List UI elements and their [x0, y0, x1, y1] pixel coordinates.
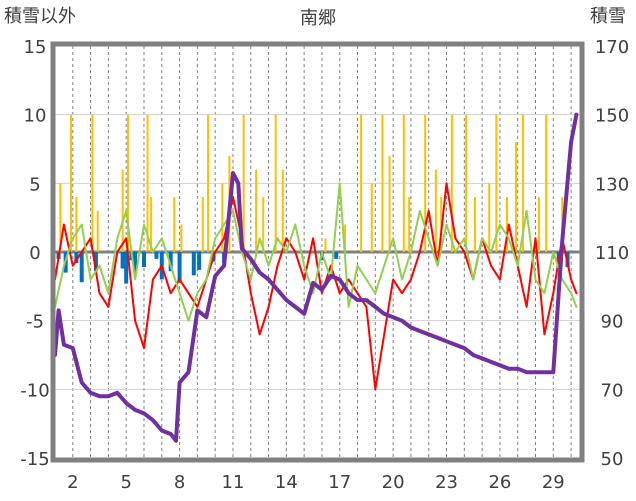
sunshine-bar	[191, 252, 196, 276]
left-tick-label: 0	[29, 243, 40, 264]
right-axis-ticks: 170 150 130 110 90 70 50	[595, 37, 629, 470]
temperature-min-line	[54, 182, 578, 322]
x-tick-label: 14	[275, 472, 298, 493]
right-tick-label: 90	[601, 312, 624, 333]
sunshine-bar	[120, 252, 125, 269]
right-tick-label: 70	[601, 380, 624, 401]
chart-title: 南郷	[300, 8, 336, 29]
sunshine-bar	[197, 252, 202, 270]
sunshine-bar	[177, 252, 182, 283]
x-tick-label: 8	[174, 472, 185, 493]
x-tick-label: 2	[67, 472, 78, 493]
snow-depth-line	[53, 112, 579, 443]
left-tick-label: 10	[24, 106, 47, 127]
right-tick-label: 150	[595, 106, 629, 127]
left-tick-label: -5	[26, 312, 44, 333]
sunshine-bar	[133, 252, 138, 273]
sunshine-bar	[74, 252, 79, 263]
sunshine-bar	[141, 252, 146, 268]
sunshine-bar	[334, 252, 339, 259]
left-tick-label: 15	[24, 37, 47, 58]
left-tick-label: -15	[20, 449, 49, 470]
right-tick-label: 50	[601, 449, 624, 470]
right-tick-label: 110	[595, 243, 629, 264]
left-axis-ticks: 15 10 5 0 -5 -10 -15	[20, 37, 49, 470]
sunshine-bar	[124, 252, 129, 284]
x-axis-ticks: 2 5 8 11 14 17 20 23 26 29	[67, 472, 565, 493]
sunshine-bar	[93, 252, 98, 272]
x-tick-label: 5	[120, 472, 131, 493]
sunshine-bar	[79, 252, 84, 283]
left-tick-label: 5	[29, 174, 40, 195]
right-tick-label: 130	[595, 174, 629, 195]
plot-frame	[50, 41, 585, 463]
sunshine-bar	[154, 252, 159, 259]
x-tick-label: 20	[382, 472, 405, 493]
temperature-max-line	[54, 182, 578, 391]
x-tick-label: 23	[435, 472, 458, 493]
right-tick-label: 170	[595, 37, 629, 58]
x-tick-label: 26	[488, 472, 511, 493]
right-axis-title: 積雪	[590, 6, 626, 27]
sunshine-bar	[168, 252, 173, 272]
left-tick-label: -10	[20, 380, 49, 401]
x-tick-label: 17	[328, 472, 351, 493]
series-layer	[53, 112, 579, 443]
x-tick-label: 11	[222, 472, 245, 493]
left-axis-title: 積雪以外	[4, 6, 76, 27]
x-tick-label: 29	[542, 472, 565, 493]
